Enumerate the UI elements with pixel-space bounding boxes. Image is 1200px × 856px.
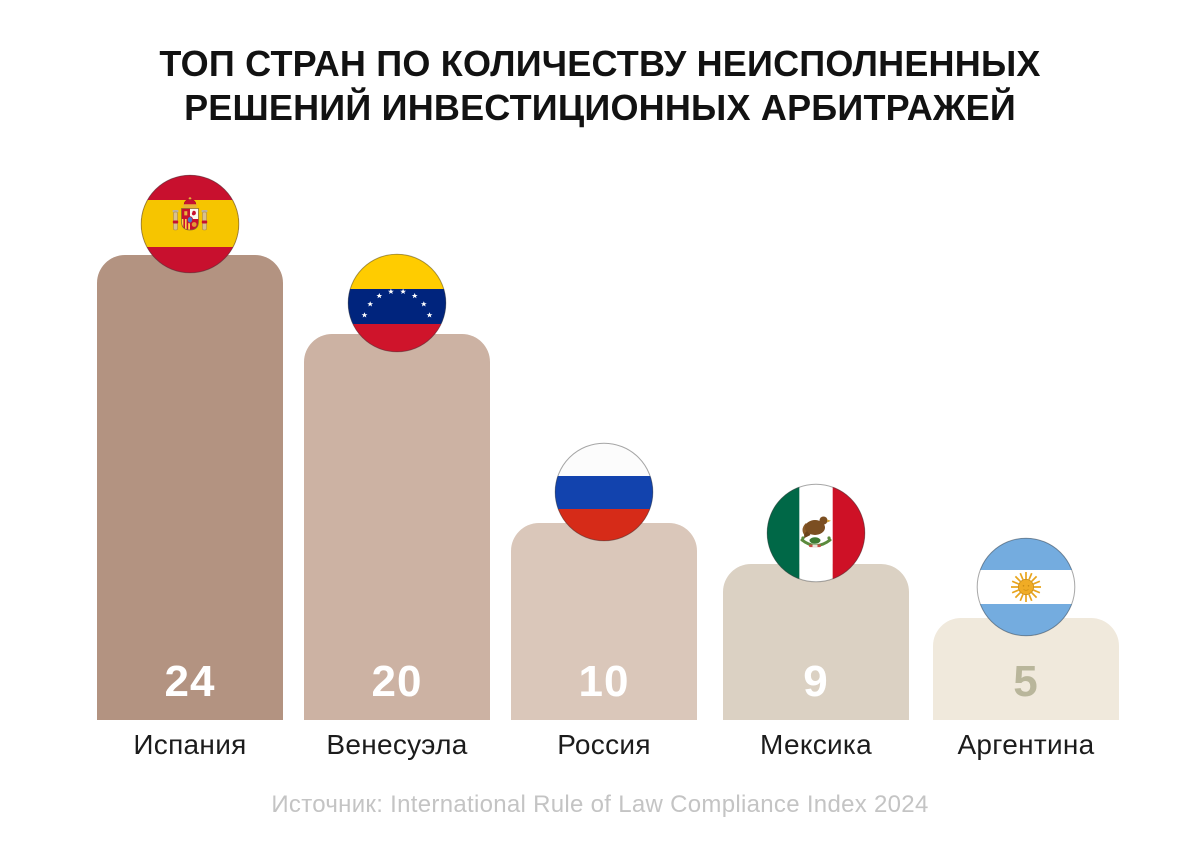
chart-title-line2: РЕШЕНИЙ ИНВЕСТИЦИОННЫХ АРБИТРАЖЕЙ xyxy=(184,87,1016,128)
bar-value-spain: 24 xyxy=(164,657,216,706)
bar-label-venezuela: Венесуэла xyxy=(326,729,468,760)
bar-value-venezuela: 20 xyxy=(371,657,423,706)
bar-value-mexico: 9 xyxy=(803,657,829,706)
venezuela-flag-icon xyxy=(347,253,447,353)
bar-label-spain: Испания xyxy=(133,729,247,760)
bar-russia: 10 xyxy=(511,523,697,720)
bar-value-argentina: 5 xyxy=(1013,657,1039,706)
bar-label-mexico: Мексика xyxy=(760,729,872,760)
bar-label-argentina: Аргентина xyxy=(957,729,1095,760)
russia-flag-icon xyxy=(554,442,654,542)
spain-flag-icon xyxy=(140,174,240,274)
argentina-flag-icon xyxy=(976,537,1076,637)
bar-label-russia: Россия xyxy=(557,729,651,760)
chart-title-line1: ТОП СТРАН ПО КОЛИЧЕСТВУ НЕИСПОЛНЕННЫХ xyxy=(159,43,1041,84)
bar-venezuela: 20 xyxy=(304,334,490,720)
chart-title: ТОП СТРАН ПО КОЛИЧЕСТВУ НЕИСПОЛНЕННЫХ РЕ… xyxy=(0,42,1200,130)
bar-value-russia: 10 xyxy=(578,657,630,706)
bar-spain: 24 xyxy=(97,255,283,720)
mexico-flag-icon xyxy=(766,483,866,583)
source-caption: Источник: International Rule of Law Comp… xyxy=(271,791,929,818)
bar-mexico: 9 xyxy=(723,564,909,720)
